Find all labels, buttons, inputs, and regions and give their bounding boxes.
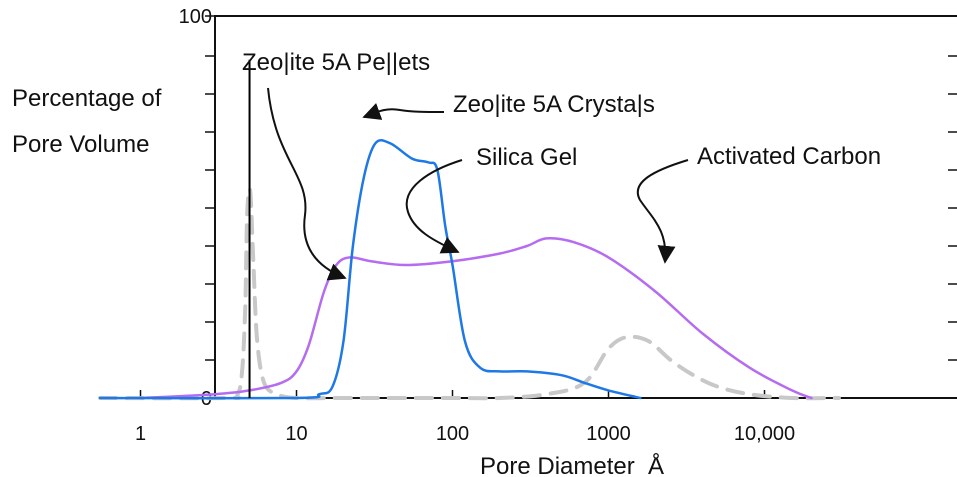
annotation-activated-carbon: Activated Carbon (636, 143, 881, 264)
series-layer (98, 59, 841, 401)
annotation-arrow-zeolite-pellets (267, 87, 347, 281)
x-axis-label: Pore Diameter Å (480, 452, 664, 477)
x-tick-label: 1000 (586, 423, 631, 445)
annotation-silica-gel: Silica Gel (405, 144, 577, 254)
x-tick-label: 1 (135, 423, 146, 445)
annotation-label-silica-gel: Silica Gel (476, 144, 577, 171)
annotation-arrow-zeolite-crystals (362, 103, 445, 120)
annotation-label-zeolite-pellets: Zeo|ite 5A Pe||ets (242, 49, 430, 76)
annotation-arrow-silica-gel (405, 159, 463, 254)
x-tick-label: 10 (285, 423, 307, 445)
annotation-arrow-activated-carbon (636, 159, 689, 264)
series-line-activated-carbon (139, 237, 813, 400)
series-line-silica-gel (98, 138, 642, 400)
series-line-zeolite-5a-pellets (98, 186, 841, 401)
annotation-label-activated-carbon: Activated Carbon (697, 143, 881, 170)
right-axis-ticks (948, 55, 957, 361)
x-axis-tick-labels: 1 10 100 1000 10,000 (135, 423, 795, 445)
x-tick-label: 100 (436, 423, 469, 445)
annotation-zeolite-crystals: Zeo|ite 5A Crysta|s (362, 91, 655, 120)
annotation-zeolite-pellets: Zeo|ite 5A Pe||ets (242, 49, 430, 281)
x-tick-label: 10,000 (734, 423, 795, 445)
y-tick-label: 100 (179, 6, 212, 28)
y-axis-label-line-1: Percentage of (12, 85, 162, 112)
annotation-label-zeolite-crystals: Zeo|ite 5A Crysta|s (453, 91, 655, 118)
y-axis-ticks (205, 15, 215, 399)
y-axis-label-line-2: Pore Volume (12, 131, 149, 158)
